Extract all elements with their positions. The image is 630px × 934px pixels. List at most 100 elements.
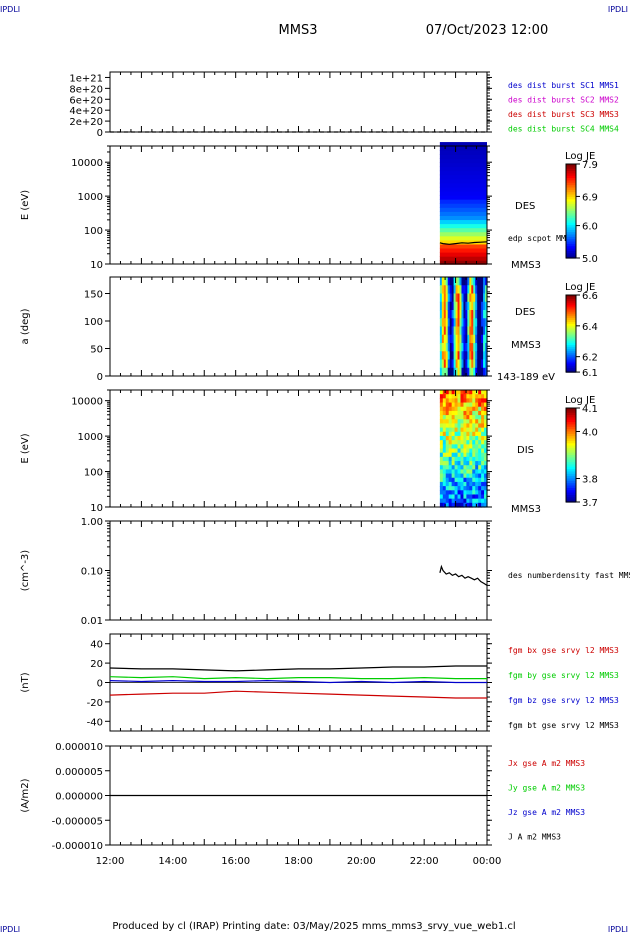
colorbar-dis-energy-segment <box>566 473 576 477</box>
pitch-angle-cell <box>455 310 459 319</box>
colorbar-pitch-angle-segment <box>566 318 576 321</box>
dis-spectrogram-cell <box>439 481 444 487</box>
dis-spectrogram-cell <box>448 461 453 466</box>
dis-spectrogram-cell <box>451 456 456 462</box>
pitch-angle-cell <box>439 277 443 286</box>
des-spectrogram-cell <box>439 227 487 233</box>
legend-entry: fgm bt gse srvy l2 MMS3 <box>508 721 619 730</box>
pitch-angle-cell <box>457 310 461 319</box>
dis-spectrogram-cell <box>478 461 482 466</box>
dis-spectrogram-cell <box>457 415 462 420</box>
pitch-angle-cell <box>459 359 463 369</box>
dis-spectrogram-cell <box>481 402 485 408</box>
corner-label: IPDLI <box>608 5 628 14</box>
y-tick-label: 50 <box>90 345 103 356</box>
dis-spectrogram-cell <box>457 486 462 491</box>
colorbar-dis-energy-segment <box>566 433 576 437</box>
pitch-angle-cell <box>439 285 443 295</box>
dis-spectrogram-cell <box>460 465 465 470</box>
y-tick-label: 40 <box>90 640 103 651</box>
pitch-angle-cell <box>485 334 488 344</box>
dis-spectrogram-cell <box>472 452 476 458</box>
y-tick-label: 0 <box>97 372 103 383</box>
pitch-angle-cell <box>477 318 480 328</box>
pitch-angle-cell <box>457 351 461 361</box>
pitch-angle-cell <box>451 310 455 319</box>
panel-density-frame <box>109 520 488 621</box>
dis-spectrogram-cell <box>472 481 476 487</box>
y-tick-label: -0.000010 <box>52 841 103 852</box>
dis-spectrogram-cell <box>445 486 450 491</box>
des-spectrogram-cell <box>439 178 487 184</box>
pitch-angle-cell <box>479 301 482 311</box>
corner-label: IPDLI <box>608 925 628 934</box>
dis-spectrogram-cell <box>439 452 444 458</box>
x-tick-label: 12:00 <box>96 856 125 867</box>
y-tick-label: 10000 <box>71 397 103 408</box>
des-spectrogram-cell <box>439 211 487 216</box>
dis-spectrogram-cell <box>451 494 456 500</box>
legend-entry: Jy gse A m2 MMS3 <box>508 784 585 793</box>
pitch-angle-cell <box>467 351 470 361</box>
x-tick-label: 18:00 <box>284 856 313 867</box>
pitch-angle-cell <box>439 367 443 377</box>
y-axis-label: (A/m2) <box>20 778 31 812</box>
dis-spectrogram-cell <box>445 431 450 437</box>
colorbar-dis-energy-segment <box>566 487 576 491</box>
dis-spectrogram-cell <box>463 448 467 454</box>
dis-spectrogram-cell <box>448 444 453 450</box>
dis-spectrogram-cell <box>472 435 476 441</box>
dis-spectrogram-cell <box>469 452 473 458</box>
pitch-angle-cell <box>455 318 459 328</box>
dis-spectrogram-cell <box>451 402 456 408</box>
y-tick-label: 150 <box>84 290 103 301</box>
pitch-angle-cell <box>463 351 467 361</box>
y-tick-label: 6e+20 <box>69 95 103 106</box>
dis-spectrogram-cell <box>451 452 456 458</box>
dis-spectrogram-cell <box>439 394 444 399</box>
y-tick-label: 1.00 <box>81 517 103 528</box>
colorbar-pitch-angle-segment <box>566 323 576 327</box>
pitch-angle-cell <box>463 326 467 336</box>
pitch-angle-cell <box>449 359 453 369</box>
pitch-angle-cell <box>477 367 480 377</box>
y-tick-label: 10 <box>90 503 103 514</box>
des-spectrogram-cell <box>439 251 487 257</box>
pitch-angle-cell <box>445 301 449 311</box>
dis-spectrogram-cell <box>460 419 465 425</box>
colorbar-pitch-angle-segment <box>566 314 576 317</box>
dis-spectrogram-cell <box>457 444 462 450</box>
dis-spectrogram-cell <box>460 423 465 429</box>
pitch-angle-cell <box>481 343 484 352</box>
colorbar-pitch-angle-segment <box>566 295 576 298</box>
dis-spectrogram-cell <box>463 494 467 500</box>
dis-spectrogram-cell <box>457 469 462 475</box>
des-spectrogram-cell <box>439 146 487 151</box>
dis-spectrogram-cell <box>478 440 482 445</box>
pitch-angle-cell <box>477 359 480 369</box>
dis-spectrogram-cell <box>454 490 459 496</box>
colorbar-dis-energy-segment <box>566 436 576 440</box>
dis-spectrogram-cell <box>478 452 482 458</box>
pitch-angle-cell <box>439 326 443 336</box>
colorbar-des-energy-title: Log JE <box>565 151 595 162</box>
y-tick-label: 20 <box>90 659 103 670</box>
pitch-angle-cell <box>441 301 445 311</box>
dis-spectrogram-cell <box>472 423 476 429</box>
colorbar-des-energy-segment <box>566 206 576 210</box>
pitch-angle-cell <box>451 293 455 303</box>
colorbar-des-energy-tick-label: 5.0 <box>582 254 598 265</box>
colorbar-pitch-angle-segment <box>566 360 576 364</box>
dis-spectrogram-cell <box>469 473 473 479</box>
pitch-angle-cell <box>467 310 470 319</box>
dis-spectrogram-cell <box>442 502 447 508</box>
dis-spectrogram-cell <box>469 456 473 462</box>
dis-spectrogram-cell <box>442 406 447 412</box>
colorbar-dis-energy-segment <box>566 424 576 428</box>
dis-spectrogram-cell <box>454 410 459 416</box>
colorbar-des-energy-segment <box>566 187 576 191</box>
dis-spectrogram-cell <box>466 415 470 420</box>
colorbar-des-energy-segment <box>566 236 576 240</box>
dis-spectrogram-cell <box>451 410 456 416</box>
pitch-angle-cell <box>467 318 470 328</box>
